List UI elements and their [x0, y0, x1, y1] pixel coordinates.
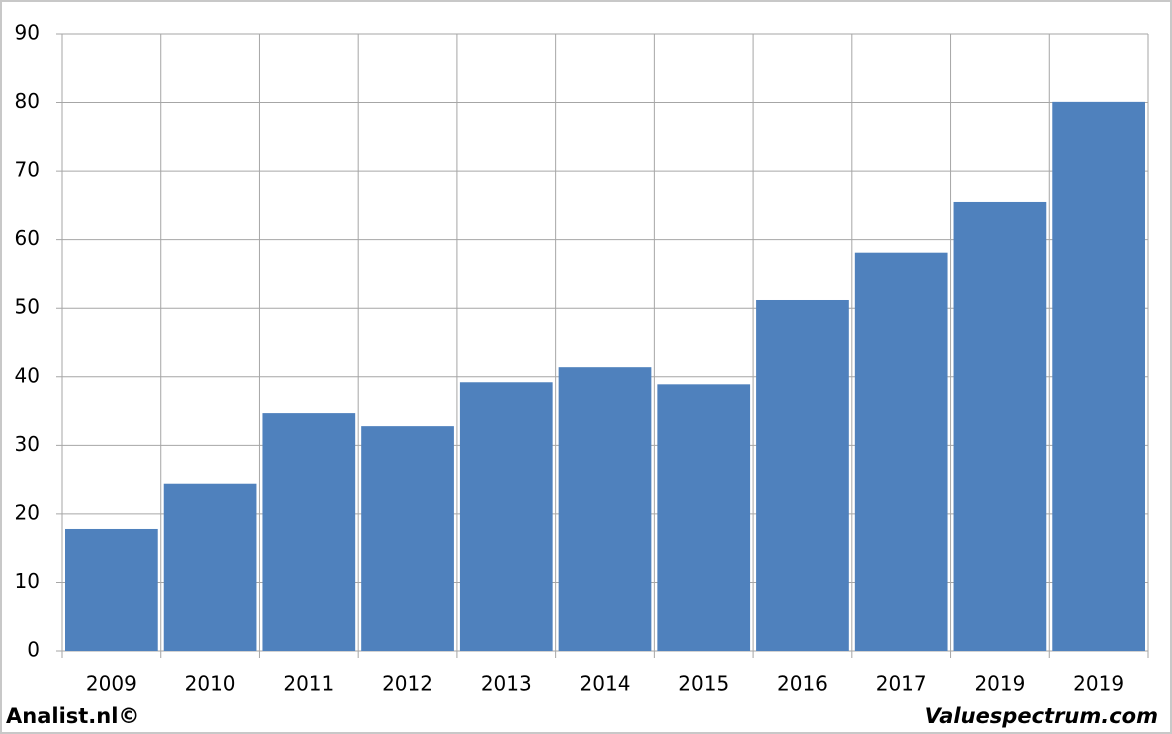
y-tick-label: 40: [15, 363, 40, 387]
x-tick-label: 2013: [481, 672, 532, 696]
bar: [558, 367, 652, 651]
x-tick-label: 2015: [678, 672, 729, 696]
footer-left: Analist.nl©: [6, 704, 139, 728]
bar: [854, 252, 948, 652]
y-tick-label: 60: [15, 226, 40, 250]
x-tick-label: 2011: [283, 672, 334, 696]
bar: [65, 528, 158, 651]
bar: [657, 384, 751, 651]
bar: [1052, 101, 1145, 652]
bar: [756, 299, 849, 651]
bar: [361, 426, 454, 651]
y-tick-label: 50: [15, 295, 40, 319]
y-tick-label: 0: [27, 638, 40, 662]
bar: [459, 382, 553, 651]
y-tick-label: 70: [15, 158, 40, 182]
y-tick-label: 90: [15, 21, 40, 45]
x-tick-label: 2019: [974, 672, 1025, 696]
x-tick-label: 2009: [86, 672, 137, 696]
bar: [163, 483, 257, 651]
x-tick-label: 2017: [876, 672, 927, 696]
bar: [953, 201, 1047, 651]
y-tick-label: 30: [15, 432, 40, 456]
footer-right: Valuespectrum.com: [925, 704, 1158, 728]
x-tick-label: 2016: [777, 672, 828, 696]
x-tick-label: 2019: [1073, 672, 1124, 696]
bar: [262, 413, 356, 651]
y-tick-label: 10: [15, 569, 40, 593]
y-tick-label: 80: [15, 89, 40, 113]
x-tick-label: 2014: [580, 672, 631, 696]
x-tick-label: 2010: [185, 672, 236, 696]
x-tick-label: 2012: [382, 672, 433, 696]
y-tick-label: 20: [15, 500, 40, 524]
